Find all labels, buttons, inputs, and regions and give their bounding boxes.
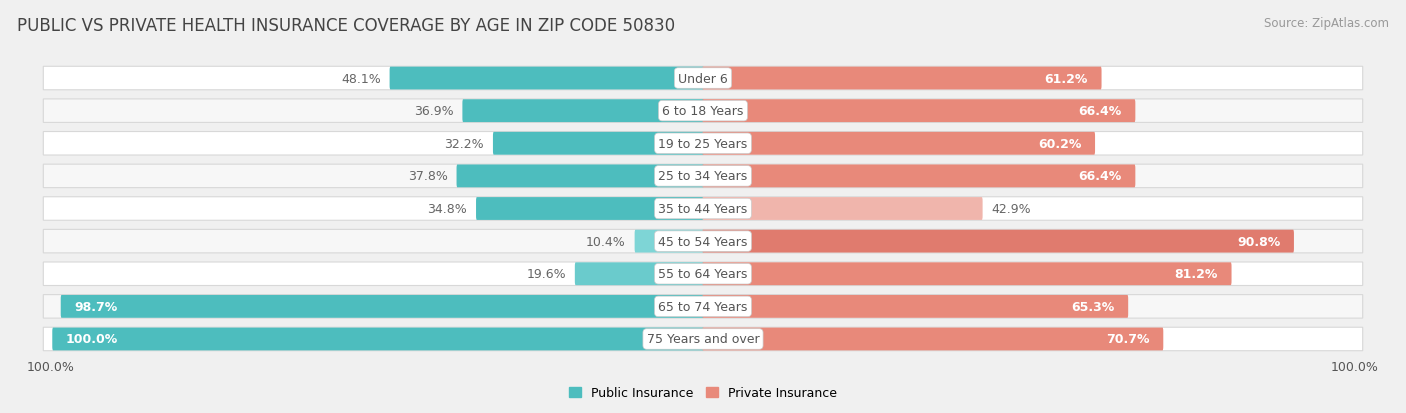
Text: 60.2%: 60.2% bbox=[1038, 138, 1081, 150]
Text: 10.4%: 10.4% bbox=[586, 235, 626, 248]
Text: 66.4%: 66.4% bbox=[1078, 105, 1122, 118]
FancyBboxPatch shape bbox=[494, 133, 704, 155]
Legend: Public Insurance, Private Insurance: Public Insurance, Private Insurance bbox=[564, 381, 842, 404]
FancyBboxPatch shape bbox=[702, 165, 1135, 188]
FancyBboxPatch shape bbox=[702, 328, 1163, 351]
FancyBboxPatch shape bbox=[702, 133, 1095, 155]
Text: Under 6: Under 6 bbox=[678, 72, 728, 85]
Text: 98.7%: 98.7% bbox=[75, 300, 118, 313]
Text: 55 to 64 Years: 55 to 64 Years bbox=[658, 268, 748, 280]
Text: 25 to 34 Years: 25 to 34 Years bbox=[658, 170, 748, 183]
Text: 48.1%: 48.1% bbox=[340, 72, 381, 85]
Text: 36.9%: 36.9% bbox=[413, 105, 453, 118]
Text: 32.2%: 32.2% bbox=[444, 138, 484, 150]
Text: 37.8%: 37.8% bbox=[408, 170, 447, 183]
FancyBboxPatch shape bbox=[575, 263, 704, 285]
Text: 45 to 54 Years: 45 to 54 Years bbox=[658, 235, 748, 248]
FancyBboxPatch shape bbox=[60, 295, 704, 318]
FancyBboxPatch shape bbox=[702, 197, 983, 221]
FancyBboxPatch shape bbox=[477, 197, 704, 221]
FancyBboxPatch shape bbox=[44, 100, 1362, 123]
FancyBboxPatch shape bbox=[702, 295, 1128, 318]
Text: 100.0%: 100.0% bbox=[66, 333, 118, 346]
Text: 35 to 44 Years: 35 to 44 Years bbox=[658, 202, 748, 216]
Text: 100.0%: 100.0% bbox=[1331, 360, 1379, 373]
Text: 65.3%: 65.3% bbox=[1071, 300, 1115, 313]
Text: PUBLIC VS PRIVATE HEALTH INSURANCE COVERAGE BY AGE IN ZIP CODE 50830: PUBLIC VS PRIVATE HEALTH INSURANCE COVER… bbox=[17, 17, 675, 34]
Text: Source: ZipAtlas.com: Source: ZipAtlas.com bbox=[1264, 17, 1389, 29]
FancyBboxPatch shape bbox=[44, 295, 1362, 318]
Text: 75 Years and over: 75 Years and over bbox=[647, 333, 759, 346]
Text: 90.8%: 90.8% bbox=[1237, 235, 1279, 248]
Text: 6 to 18 Years: 6 to 18 Years bbox=[662, 105, 744, 118]
Text: 19.6%: 19.6% bbox=[526, 268, 565, 280]
FancyBboxPatch shape bbox=[389, 67, 704, 90]
FancyBboxPatch shape bbox=[44, 262, 1362, 286]
Text: 81.2%: 81.2% bbox=[1174, 268, 1218, 280]
FancyBboxPatch shape bbox=[702, 67, 1101, 90]
FancyBboxPatch shape bbox=[44, 132, 1362, 156]
Text: 19 to 25 Years: 19 to 25 Years bbox=[658, 138, 748, 150]
Text: 100.0%: 100.0% bbox=[27, 360, 75, 373]
FancyBboxPatch shape bbox=[634, 230, 704, 253]
Text: 34.8%: 34.8% bbox=[427, 202, 467, 216]
FancyBboxPatch shape bbox=[463, 100, 704, 123]
FancyBboxPatch shape bbox=[44, 165, 1362, 188]
Text: 70.7%: 70.7% bbox=[1107, 333, 1150, 346]
FancyBboxPatch shape bbox=[44, 328, 1362, 351]
FancyBboxPatch shape bbox=[702, 263, 1232, 285]
FancyBboxPatch shape bbox=[702, 100, 1135, 123]
Text: 42.9%: 42.9% bbox=[991, 202, 1031, 216]
FancyBboxPatch shape bbox=[44, 67, 1362, 90]
Text: 66.4%: 66.4% bbox=[1078, 170, 1122, 183]
FancyBboxPatch shape bbox=[457, 165, 704, 188]
FancyBboxPatch shape bbox=[52, 328, 704, 351]
FancyBboxPatch shape bbox=[44, 230, 1362, 253]
Text: 65 to 74 Years: 65 to 74 Years bbox=[658, 300, 748, 313]
FancyBboxPatch shape bbox=[702, 230, 1294, 253]
FancyBboxPatch shape bbox=[44, 197, 1362, 221]
Text: 61.2%: 61.2% bbox=[1045, 72, 1088, 85]
